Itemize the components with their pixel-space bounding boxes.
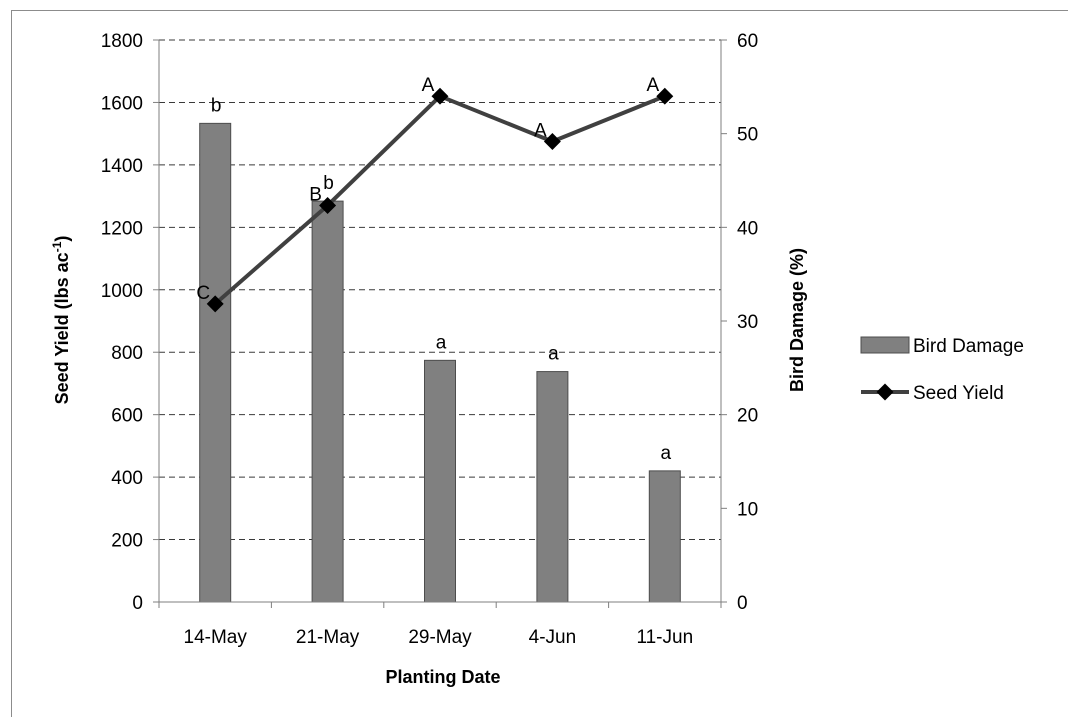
line-significance-label: A (646, 75, 659, 96)
x-tick-label: 29-May (408, 627, 472, 648)
bar-bird-damage (311, 200, 344, 603)
right-tick-label: 60 (737, 31, 758, 52)
legend-label-seed-yield: Seed Yield (913, 383, 1004, 404)
significance-labels: b b a a a C B A A A (196, 75, 671, 464)
right-axis-ticks: 0 10 20 30 40 50 60 (737, 31, 758, 614)
x-tick-label: 11-Jun (636, 627, 693, 648)
seed-yield-marker (543, 132, 561, 150)
left-tick-label: 1800 (101, 31, 143, 52)
legend-swatch-bird-damage (860, 336, 910, 354)
x-axis-ticks: 14-May 21-May 29-May 4-Jun 11-Jun (184, 627, 694, 648)
left-tick-label: 1200 (101, 218, 143, 239)
seed-yield-marker (431, 87, 449, 105)
left-tick-label: 1000 (101, 281, 143, 302)
left-tick-label: 800 (111, 343, 143, 364)
bar-significance-label: a (661, 443, 672, 464)
right-tick-label: 10 (737, 499, 758, 520)
legend-marker-seed-yield (876, 383, 894, 401)
axes (153, 39, 727, 608)
legend: Bird Damage Seed Yield (860, 336, 1024, 404)
left-axis-ticks: 0 200 400 600 800 1000 1200 1400 1600 1800 (101, 31, 143, 614)
bar-bird-damage (648, 470, 681, 603)
seed-yield-marker (319, 196, 337, 214)
bar-significance-label: a (436, 332, 447, 353)
left-tick-label: 1600 (101, 93, 143, 114)
bar-significance-label: b (323, 173, 334, 194)
left-tick-label: 400 (111, 468, 143, 489)
bar-bird-damage (199, 122, 232, 603)
left-tick-label: 600 (111, 406, 143, 427)
right-tick-label: 40 (737, 218, 758, 239)
x-tick-label: 14-May (184, 627, 248, 648)
y2-axis-title: Bird Damage (%) (787, 248, 807, 392)
line-significance-label: C (196, 283, 210, 304)
left-tick-label: 200 (111, 531, 143, 552)
line-significance-label: A (422, 75, 435, 96)
right-tick-label: 20 (737, 406, 758, 427)
right-tick-label: 50 (737, 125, 758, 146)
right-tick-label: 30 (737, 312, 758, 333)
bird-damage-bars (199, 122, 681, 603)
bar-significance-label: a (548, 344, 559, 365)
x-tick-label: 4-Jun (529, 627, 577, 648)
y-axis-title-suffix: ) (52, 236, 72, 242)
y-axis-title: Seed Yield (lbs ac-1) (50, 236, 72, 405)
y-axis-title-superscript: -1 (50, 241, 64, 252)
right-tick-label: 0 (737, 593, 748, 614)
x-tick-label: 21-May (296, 627, 360, 648)
left-tick-label: 1400 (101, 156, 143, 177)
bar-bird-damage (424, 359, 456, 603)
seed-yield-line (206, 87, 674, 313)
bar-bird-damage (536, 371, 569, 603)
line-significance-label: A (534, 120, 547, 141)
seed-yield-marker (656, 87, 674, 105)
line-significance-label: B (309, 184, 322, 205)
y-axis-title-main: Seed Yield (lbs ac (52, 252, 72, 404)
x-axis-title: Planting Date (385, 667, 500, 687)
seed-yield-marker (206, 295, 224, 313)
seed-yield-polyline (213, 94, 666, 306)
legend-label-bird-damage: Bird Damage (913, 336, 1024, 357)
left-tick-label: 0 (132, 593, 143, 614)
bar-significance-label: b (211, 95, 222, 116)
